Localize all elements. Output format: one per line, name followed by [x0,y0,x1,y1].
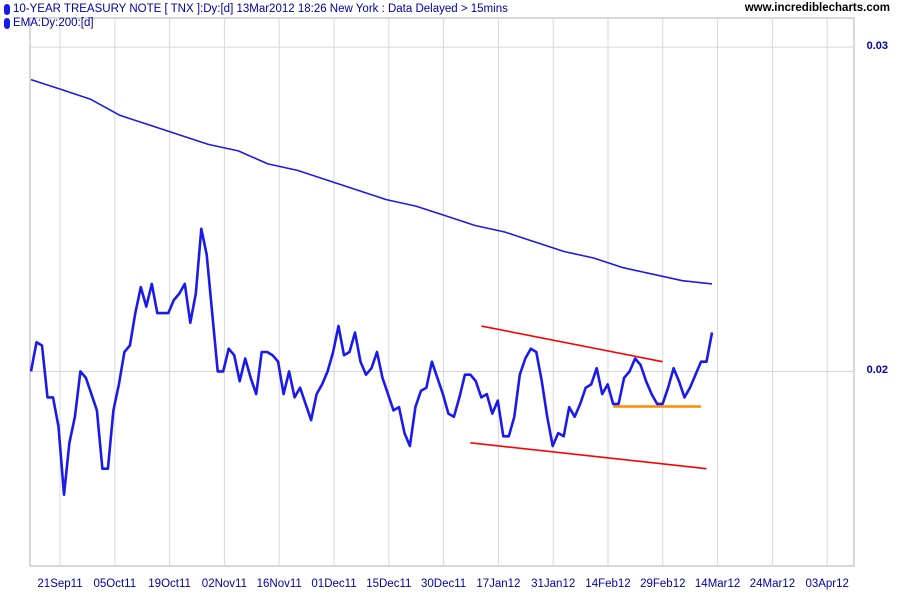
x-tick-label: 29Feb12 [640,578,686,590]
x-tick-label: 19Oct11 [148,578,191,590]
x-tick-label: 02Nov11 [201,578,247,590]
x-tick-label: 14Mar12 [694,578,741,590]
x-tick-label: 24Mar12 [749,578,796,590]
legend-item-ema: EMA:Dy:200:[d] [4,16,94,30]
legend-swatch-price [4,3,10,15]
legend-item-price: 10-YEAR TREASURY NOTE [ TNX ]:Dy:[d] 13M… [4,2,508,16]
trendline [470,441,707,470]
trendline [481,325,663,363]
legend-swatch-ema [4,17,10,29]
x-tick-label: 31Jan12 [531,578,576,590]
legend-label-ema: EMA:Dy:200:[d] [13,17,94,29]
series [29,78,714,497]
series-line-ema [30,78,713,285]
series-line-price [29,227,714,497]
x-tick-label: 21Sep11 [37,578,83,590]
x-tick-label: 01Dec11 [311,578,357,590]
x-tick-label: 16Nov11 [256,578,302,590]
site-label[interactable]: www.incrediblecharts.com [744,2,890,14]
x-tick-label: 05Oct11 [93,578,137,590]
grid [30,18,854,566]
x-tick-label: 30Dec11 [421,578,467,590]
legend-label-price: 10-YEAR TREASURY NOTE [ TNX ]:Dy:[d] 13M… [13,3,508,15]
x-tick-label: 17Jan12 [476,578,521,590]
x-tick-label: 15Dec11 [366,578,412,590]
plot-area [29,17,855,567]
annotations [470,325,707,470]
y-tick-label: 0.02 [866,364,888,377]
x-tick-label: 03Apr12 [805,578,849,590]
y-tick-label: 0.03 [866,40,888,53]
x-tick-label: 14Feb12 [585,578,631,590]
